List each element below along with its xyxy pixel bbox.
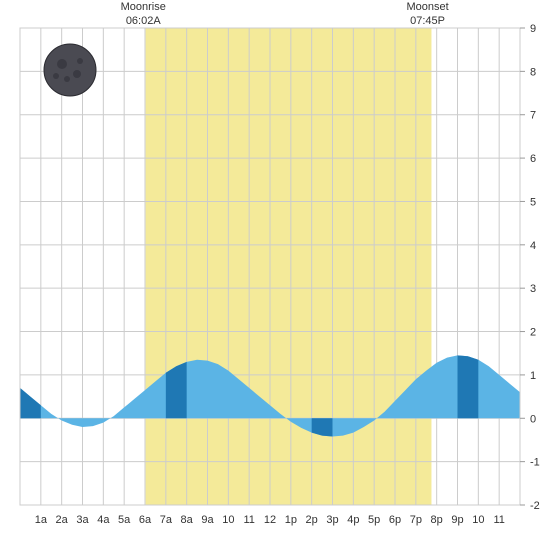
y-tick-label: 4 [530, 240, 536, 252]
chart-svg: 1a2a3a4a5a6a7a8a9a1011121p2p3p4p5p6p7p8p… [0, 0, 550, 550]
y-tick-label: 6 [530, 153, 536, 165]
x-tick-label: 8p [431, 514, 443, 526]
y-tick-label: -1 [530, 457, 540, 469]
moonrise-label: Moonrise [121, 0, 166, 14]
y-tick-label: 1 [530, 370, 536, 382]
x-tick-label: 12 [264, 514, 276, 526]
tide-dark-band [458, 355, 479, 418]
x-tick-label: 1a [35, 514, 48, 526]
moonset-annotation: Moonset 07:45P [406, 0, 448, 29]
y-tick-label: 3 [530, 283, 536, 295]
tide-chart: Moonrise 06:02A Moonset 07:45P 1a 2a 3a 4a 5… [0, 0, 550, 550]
x-tick-label: 10 [222, 514, 234, 526]
moonset-time: 07:45P [406, 14, 448, 28]
x-tick-label: 4a [97, 514, 110, 526]
moon-icon [44, 44, 96, 96]
x-tick-label: 11 [493, 514, 504, 526]
x-tick-label: 2p [306, 514, 318, 526]
x-tick-label: 6a [139, 514, 152, 526]
x-tick-label: 3p [326, 514, 338, 526]
x-tick-label: 7a [160, 514, 173, 526]
x-tick-label: 9p [451, 514, 463, 526]
y-tick-label: 2 [530, 327, 536, 339]
moonrise-annotation: Moonrise 06:02A [121, 0, 166, 29]
x-tick-label: 4p [347, 514, 359, 526]
moonrise-time: 06:02A [121, 14, 166, 28]
x-tick-label: 6p [389, 514, 401, 526]
y-tick-label: 7 [530, 110, 536, 122]
x-tick-label: 2a [56, 514, 69, 526]
x-tick-label: 1p [285, 514, 297, 526]
y-tick-label: -2 [530, 500, 540, 512]
y-tick-label: 8 [530, 66, 536, 78]
x-tick-label: 10 [472, 514, 484, 526]
y-tick-label: 5 [530, 196, 536, 208]
x-tick-label: 5p [368, 514, 380, 526]
x-tick-label: 7p [410, 514, 422, 526]
x-tick-label: 5a [118, 514, 131, 526]
moonset-label: Moonset [406, 0, 448, 14]
x-tick-label: 9a [201, 514, 214, 526]
x-tick-label: 11 [243, 514, 254, 526]
y-tick-label: 0 [530, 413, 536, 425]
x-tick-label: 3a [76, 514, 89, 526]
y-tick-label: 9 [530, 23, 536, 35]
daylight-band [146, 28, 432, 505]
x-tick-label: 8a [181, 514, 194, 526]
